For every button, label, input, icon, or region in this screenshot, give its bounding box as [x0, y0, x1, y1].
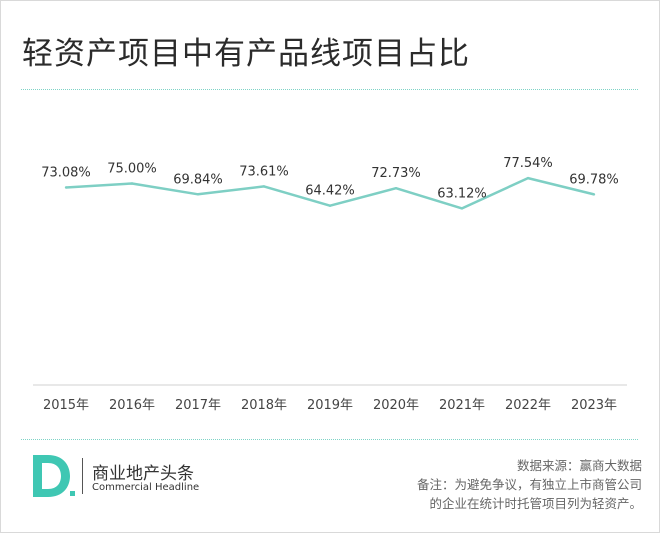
- x-tick-label: 2015年: [43, 398, 89, 413]
- data-point: [460, 207, 464, 210]
- brand-separator: [82, 458, 83, 494]
- data-label-layer: 73.08% 75.00% 69.84% 73.61% 64.42% 72.73% 63.1…: [41, 156, 619, 201]
- data-label: 69.84%: [173, 172, 223, 187]
- x-tick-label: 2016年: [109, 398, 155, 413]
- brand-name-en: Commercial Headline: [92, 482, 200, 493]
- brand-logo-icon: [33, 455, 75, 497]
- data-label: 72.73%: [371, 166, 421, 181]
- x-tick-layer: 2015年 2016年 2017年 2018年 2019年 2020年 2021年 2022年…: [43, 398, 617, 413]
- data-label: 64.42%: [305, 184, 355, 199]
- data-label: 75.00%: [107, 162, 157, 177]
- data-point: [262, 185, 266, 188]
- line-chart: 73.08% 75.00% 69.84% 73.61% 64.42% 72.73% 63.1…: [33, 156, 627, 413]
- data-point: [328, 204, 332, 207]
- remark-line-2: 的企业在统计时托管项目列为轻资产。: [429, 496, 642, 511]
- data-point: [592, 193, 596, 196]
- data-point: [196, 193, 200, 196]
- data-point: [394, 187, 398, 190]
- data-source-note: 数据来源：赢商大数据: [516, 458, 642, 473]
- footer-divider: [21, 439, 638, 440]
- remark-line-1: 备注：为避免争议，有独立上市商管公司: [416, 477, 642, 492]
- x-tick-label: 2023年: [571, 398, 617, 413]
- data-label: 69.78%: [569, 172, 619, 187]
- x-tick-label: 2022年: [505, 398, 551, 413]
- x-tick-label: 2021年: [439, 398, 485, 413]
- chart-title: 轻资产项目中有产品线项目占比: [22, 36, 470, 72]
- x-tick-label: 2019年: [307, 398, 353, 413]
- data-point: [64, 186, 68, 189]
- series-layer: [64, 176, 596, 210]
- data-label: 73.08%: [41, 166, 91, 181]
- data-label: 63.12%: [437, 186, 487, 201]
- title-divider: [21, 89, 638, 90]
- data-label: 73.61%: [239, 164, 289, 179]
- data-point: [526, 176, 530, 180]
- brand-name-cn: 商业地产头条: [92, 464, 194, 484]
- data-label: 77.54%: [503, 156, 553, 171]
- x-tick-label: 2018年: [241, 398, 287, 413]
- x-tick-label: 2020年: [373, 398, 419, 413]
- data-point: [130, 182, 134, 185]
- x-tick-label: 2017年: [175, 398, 221, 413]
